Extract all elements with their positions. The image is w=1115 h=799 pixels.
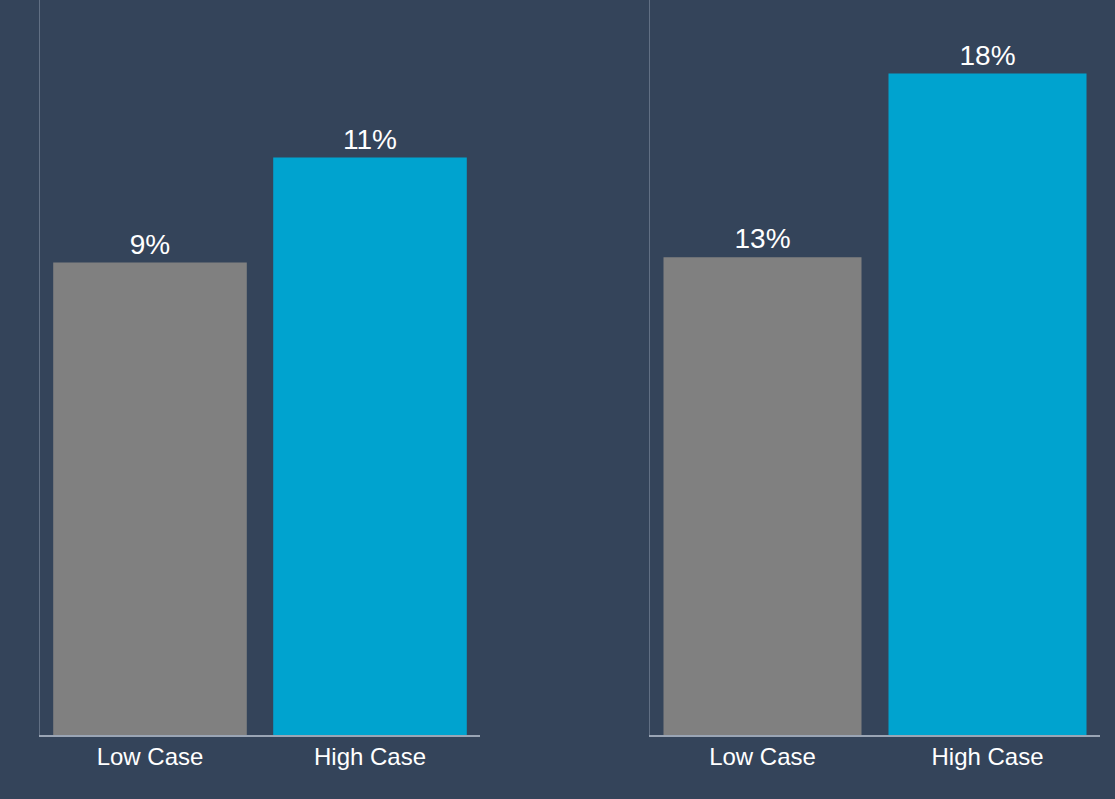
- svg-text:18%: 18%: [959, 40, 1015, 71]
- svg-text:13%: 13%: [734, 223, 790, 254]
- svg-text:Low Case: Low Case: [709, 743, 816, 770]
- svg-text:Low Case: Low Case: [97, 743, 204, 770]
- svg-text:11%: 11%: [343, 124, 397, 155]
- svg-text:High Case: High Case: [931, 743, 1043, 770]
- svg-text:9%: 9%: [130, 229, 170, 260]
- svg-text:High Case: High Case: [314, 743, 426, 770]
